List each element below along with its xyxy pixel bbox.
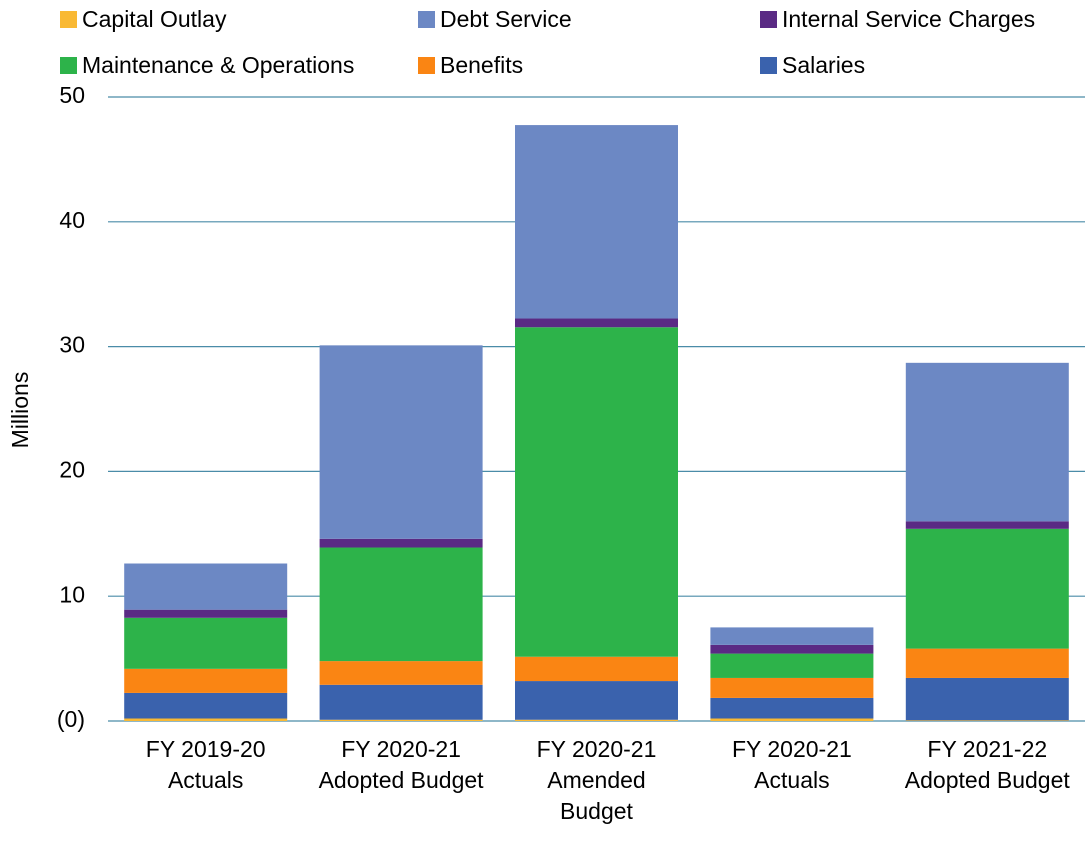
x-tick-label-line: Actuals	[754, 767, 829, 793]
bar-segment	[905, 648, 1069, 678]
legend-label: Benefits	[440, 52, 523, 78]
x-tick-label: FY 2020-21 Adopted Budget	[319, 736, 485, 793]
bar-segment	[515, 656, 678, 682]
legend-label: Debt Service	[440, 6, 572, 32]
x-tick-label-line: FY 2021-22	[927, 736, 1047, 762]
y-tick-label: 40	[59, 207, 85, 233]
y-tick-label: 50	[59, 82, 85, 108]
bar-segment	[124, 668, 288, 693]
legend-label: Capital Outlay	[82, 6, 227, 32]
bar-segment	[710, 677, 874, 698]
y-tick-label: (0)	[57, 706, 85, 732]
x-tick-label: FY 2019-20 Actuals	[146, 736, 266, 793]
legend-swatch	[60, 57, 77, 74]
bar-segment	[515, 318, 678, 328]
x-tick-label-line: FY 2019-20	[146, 736, 266, 762]
x-tick-label: FY 2020-21 Actuals	[732, 736, 852, 793]
y-tick-label: 10	[59, 581, 85, 607]
legend-label: Maintenance & Operations	[82, 52, 354, 78]
legend-swatch	[418, 57, 435, 74]
bar-segment	[710, 718, 874, 721]
legend-swatch	[60, 11, 77, 28]
x-tick-label-line: Actuals	[168, 767, 243, 793]
bar-segment	[515, 681, 678, 720]
x-tick-label-line: FY 2020-21	[537, 736, 657, 762]
bar-segment	[124, 609, 288, 618]
bar-segment	[319, 719, 483, 721]
bar-segment	[515, 327, 678, 657]
bar-segment	[710, 697, 874, 719]
x-tick-label-line: FY 2020-21	[341, 736, 461, 762]
bar-segment	[710, 644, 874, 654]
bar-segment	[905, 362, 1069, 522]
bar-segment	[124, 563, 288, 610]
x-tick-label: FY 2021-22 Adopted Budget	[905, 736, 1071, 793]
bar-segment	[905, 677, 1069, 721]
x-tick-label-line: Adopted Budget	[905, 767, 1071, 793]
bar-segment	[710, 653, 874, 678]
x-tick-label: FY 2020-21 Amended Budget	[537, 736, 657, 824]
bar-segment	[515, 719, 678, 721]
bar-segment	[319, 538, 483, 548]
bar-segment	[319, 661, 483, 685]
y-tick-label: 20	[59, 456, 85, 482]
legend-label: Salaries	[782, 52, 865, 78]
x-tick-label-line: Amended	[547, 767, 645, 793]
x-tick-label-line: Adopted Budget	[319, 767, 485, 793]
x-tick-label-line: FY 2020-21	[732, 736, 852, 762]
legend-swatch	[418, 11, 435, 28]
y-axis-label: Millions	[7, 372, 33, 449]
bar-segment	[515, 125, 678, 319]
bar-segment	[905, 521, 1069, 529]
legend-label: Internal Service Charges	[782, 6, 1035, 32]
bar-segment	[905, 528, 1069, 649]
bar-segment	[710, 627, 874, 645]
x-tick-label-line: Budget	[560, 798, 634, 824]
legend-swatch	[760, 11, 777, 28]
bar-segment	[124, 692, 288, 719]
bar-segment	[905, 720, 1069, 721]
bar-segment	[124, 617, 288, 669]
bar-segment	[319, 684, 483, 720]
bar-segment	[124, 718, 288, 721]
bar-segment	[319, 345, 483, 539]
y-tick-label: 30	[59, 332, 85, 358]
bar-segment	[319, 547, 483, 662]
legend-swatch	[760, 57, 777, 74]
